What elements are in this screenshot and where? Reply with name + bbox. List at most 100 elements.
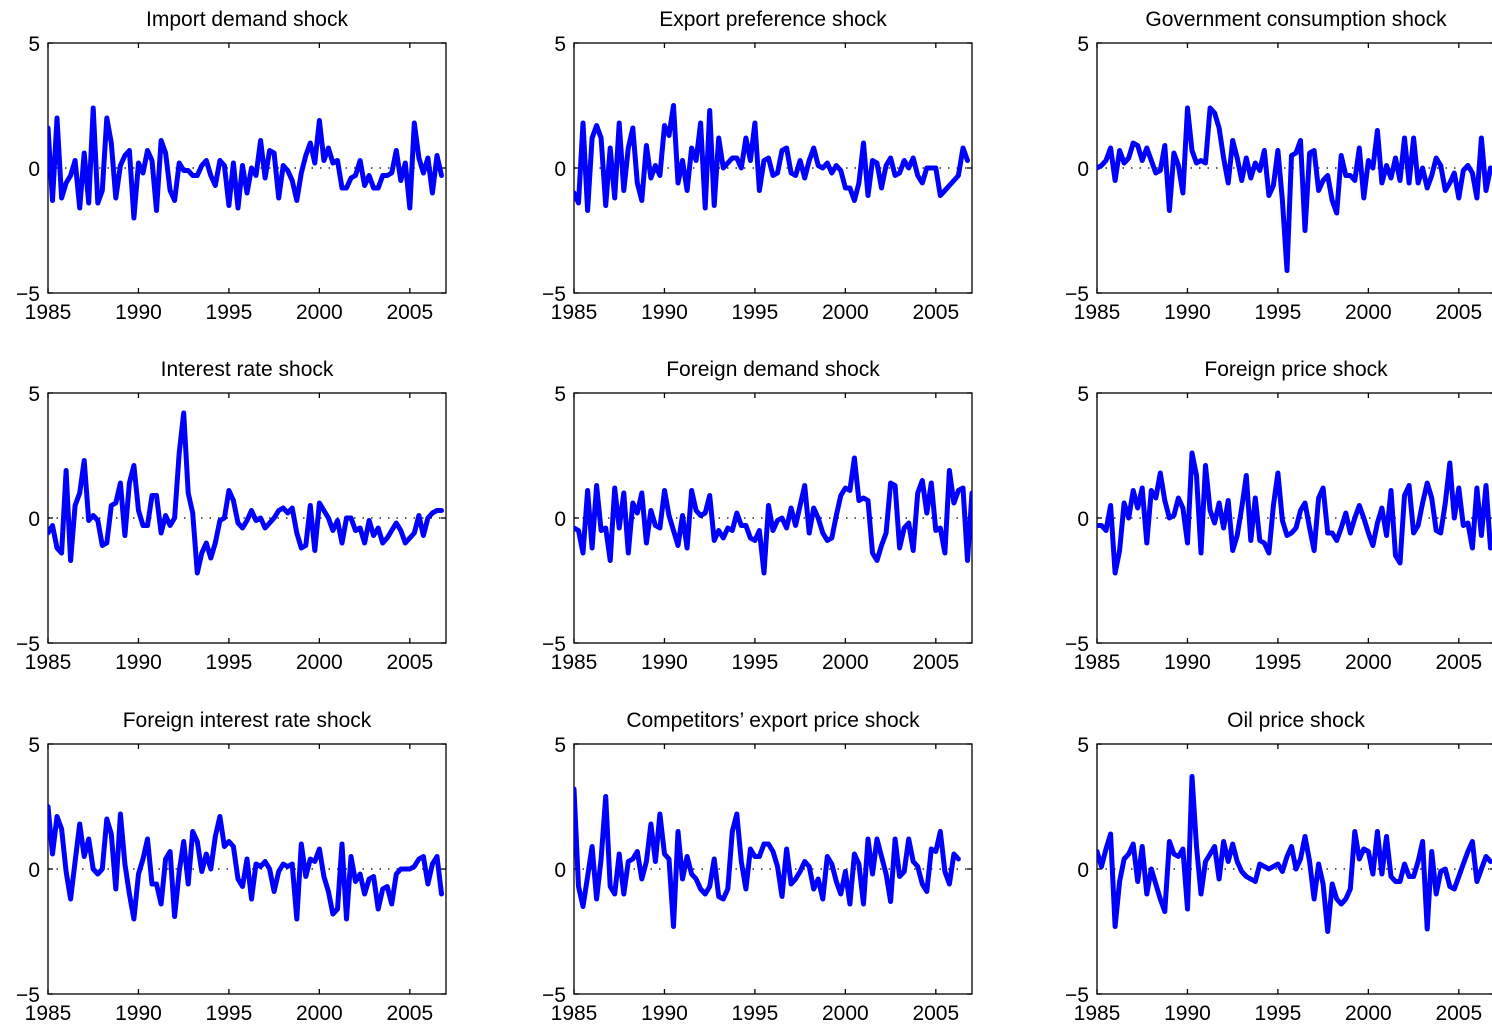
x-tick-label: 2005 <box>912 651 959 674</box>
panel-title: Government consumption shock <box>1145 8 1447 31</box>
x-tick-label: 1990 <box>115 301 162 324</box>
x-tick-label: 2005 <box>912 301 959 324</box>
y-tick-label: 5 <box>1077 734 1089 757</box>
x-tick-label: 1995 <box>206 651 253 674</box>
x-tick-label: 1995 <box>206 1002 253 1025</box>
x-tick-label: 1985 <box>1074 301 1121 324</box>
shock-series-line <box>1097 450 1492 576</box>
y-tick-label: 5 <box>28 383 40 406</box>
x-tick-label: 1985 <box>25 651 72 674</box>
panel-competitors-export-price-shock: Competitors’ export price shock −5 0 5 1985 1… <box>542 709 973 1025</box>
y-tick-label: −5 <box>1065 633 1089 656</box>
y-tick-label: 0 <box>28 508 40 531</box>
x-tick-label: 1995 <box>732 301 779 324</box>
y-tick-label: 0 <box>554 158 566 181</box>
x-tick-label: 1985 <box>1074 651 1121 674</box>
x-tick-label: 2000 <box>296 1002 343 1025</box>
x-tick-label: 1985 <box>551 651 598 674</box>
x-tick-label: 2005 <box>912 1002 959 1025</box>
panel-foreign-price-shock: Foreign price shock −5 0 5 1985 1990 1995 2000 2… <box>1065 358 1492 674</box>
y-tick-label: 5 <box>554 734 566 757</box>
panel-title: Foreign interest rate shock <box>123 709 372 732</box>
panel-foreign-demand-shock: Foreign demand shock −5 0 5 1985 1990 1995 2000… <box>542 358 973 674</box>
panel-government-consumption-shock: Government consumption shock −5 0 5 1985 1990… <box>1065 8 1492 324</box>
x-tick-label: 1990 <box>641 651 688 674</box>
x-tick-label: 1985 <box>25 301 72 324</box>
x-tick-label: 2005 <box>1435 1002 1482 1025</box>
panel-foreign-interest-rate-shock: Foreign interest rate shock −5 0 5 1985 1990 1… <box>16 709 447 1025</box>
x-tick-label: 1985 <box>25 1002 72 1025</box>
x-tick-label: 2000 <box>1345 301 1392 324</box>
x-tick-label: 2005 <box>386 651 433 674</box>
x-tick-label: 1995 <box>732 651 779 674</box>
x-tick-label: 2000 <box>296 651 343 674</box>
panel-title: Import demand shock <box>146 8 348 31</box>
y-tick-label: −5 <box>1065 283 1089 306</box>
shock-series-line <box>574 455 972 576</box>
y-tick-label: −5 <box>542 984 566 1007</box>
x-tick-label: 2005 <box>1435 651 1482 674</box>
y-tick-label: 5 <box>554 33 566 56</box>
y-tick-label: −5 <box>16 633 40 656</box>
shock-series-line <box>48 804 444 922</box>
x-tick-label: 2005 <box>386 1002 433 1025</box>
y-tick-label: 5 <box>1077 33 1089 56</box>
y-tick-label: 0 <box>1077 859 1089 882</box>
x-tick-label: 2005 <box>1435 301 1482 324</box>
x-tick-label: 1990 <box>115 1002 162 1025</box>
y-tick-label: 0 <box>28 158 40 181</box>
x-tick-label: 1985 <box>1074 1002 1121 1025</box>
y-tick-label: 0 <box>554 508 566 531</box>
shock-series-line <box>574 103 970 213</box>
panel-title: Oil price shock <box>1227 709 1365 732</box>
y-tick-label: 0 <box>28 859 40 882</box>
x-tick-label: 1990 <box>641 301 688 324</box>
shock-series-line <box>48 410 444 576</box>
y-tick-label: 0 <box>1077 158 1089 181</box>
x-tick-label: 1985 <box>551 301 598 324</box>
y-tick-label: −5 <box>16 984 40 1007</box>
panel-title: Foreign demand shock <box>666 358 880 381</box>
x-tick-label: 2005 <box>386 301 433 324</box>
x-tick-label: 1990 <box>641 1002 688 1025</box>
y-tick-label: 5 <box>554 383 566 406</box>
y-tick-label: 5 <box>28 734 40 757</box>
x-tick-label: 1995 <box>1255 1002 1302 1025</box>
x-tick-label: 2000 <box>296 301 343 324</box>
y-tick-label: −5 <box>542 283 566 306</box>
shock-series-line <box>1097 105 1492 273</box>
x-tick-label: 2000 <box>822 651 869 674</box>
shock-series-line <box>48 105 444 221</box>
panel-import-demand-shock: Import demand shock −5 0 5 1985 1990 1995 2000 2… <box>16 8 447 324</box>
shock-series-line <box>1097 774 1492 934</box>
x-tick-label: 1995 <box>1255 651 1302 674</box>
shock-series-line <box>574 786 961 929</box>
x-tick-label: 1990 <box>1164 301 1211 324</box>
x-tick-label: 1990 <box>1164 651 1211 674</box>
x-tick-label: 2000 <box>822 301 869 324</box>
y-tick-label: −5 <box>1065 984 1089 1007</box>
x-tick-label: 1990 <box>115 651 162 674</box>
x-tick-label: 2000 <box>1345 1002 1392 1025</box>
panel-title: Foreign price shock <box>1204 358 1388 381</box>
x-tick-label: 2000 <box>822 1002 869 1025</box>
y-tick-label: −5 <box>16 283 40 306</box>
panel-oil-price-shock: Oil price shock −5 0 5 1985 1990 1995 2000 2005 <box>1065 709 1492 1025</box>
x-tick-label: 1995 <box>1255 301 1302 324</box>
y-tick-label: 5 <box>28 33 40 56</box>
y-tick-label: 0 <box>554 859 566 882</box>
y-tick-label: −5 <box>542 633 566 656</box>
x-tick-label: 1995 <box>732 1002 779 1025</box>
x-tick-label: 1985 <box>551 1002 598 1025</box>
x-tick-label: 2000 <box>1345 651 1392 674</box>
panel-title: Competitors’ export price shock <box>626 709 920 732</box>
y-tick-label: 0 <box>1077 508 1089 531</box>
panel-title: Export preference shock <box>659 8 887 31</box>
panel-export-preference-shock: Export preference shock −5 0 5 1985 1990 1995 2… <box>542 8 973 324</box>
panel-title: Interest rate shock <box>161 358 334 381</box>
y-tick-label: 5 <box>1077 383 1089 406</box>
x-tick-label: 1995 <box>206 301 253 324</box>
x-tick-label: 1990 <box>1164 1002 1211 1025</box>
panel-interest-rate-shock: Interest rate shock −5 0 5 1985 1990 1995 2000 2… <box>16 358 447 674</box>
